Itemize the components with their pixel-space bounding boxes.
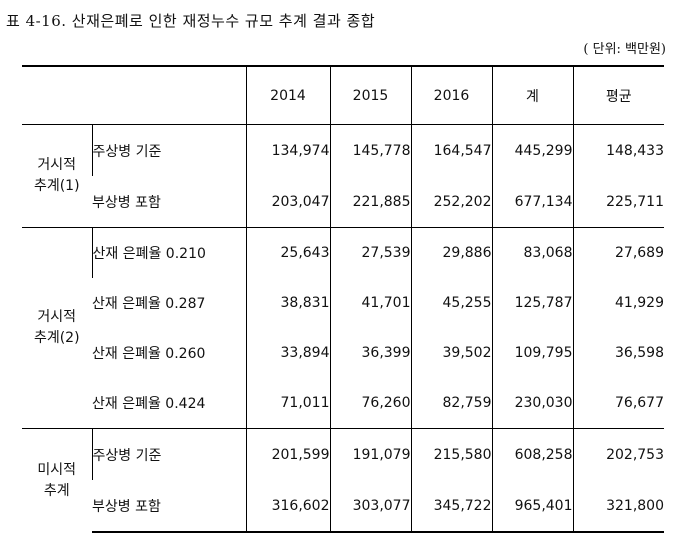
row-label: 부상병 포함 bbox=[92, 480, 246, 533]
row-label: 주상병 기준 bbox=[91, 124, 246, 176]
group-label-macro-1: 거시적 추계(1) bbox=[22, 124, 92, 228]
cell-2016: 215,580 bbox=[410, 428, 492, 480]
table-row: 거시적 추계(1) 주상병 기준 134,974 145,778 164,547… bbox=[22, 124, 664, 228]
cell-total: 83,068 bbox=[491, 227, 573, 278]
row-label: 산재 은폐율 0.287 bbox=[92, 296, 206, 312]
table-row: 부상병 포함 316,602 303,077 345,722 965,401 3… bbox=[22, 480, 664, 533]
cell-2014: 316,602 bbox=[245, 480, 330, 533]
header-cell-2015: 2015 bbox=[329, 66, 411, 125]
table-row: 부상병 포함 203,047 221,885 252,202 677,134 2… bbox=[22, 176, 664, 228]
cell-2014: 203,047 bbox=[245, 176, 330, 228]
row-label: 산재 은폐율 0.424 bbox=[92, 396, 206, 412]
cell-average: 225,711 bbox=[572, 176, 664, 228]
cell-2015: 76,260 bbox=[329, 378, 411, 429]
cell-2015: 145,778 bbox=[329, 124, 411, 176]
header-cell-total: 계 bbox=[491, 66, 573, 125]
group-label-macro-2: 거시적 추계(2) bbox=[22, 227, 92, 429]
cell-2016: 252,202 bbox=[410, 176, 492, 228]
cell-2016: 39,502 bbox=[410, 328, 492, 378]
cell-total: 230,030 bbox=[491, 378, 573, 429]
cell-total: 445,299 bbox=[491, 124, 573, 176]
cell-2014: 38,831 bbox=[245, 278, 330, 328]
cell-average: 27,689 bbox=[572, 227, 664, 278]
table-row: 산재 은폐율 0.287 38,831 41,701 45,255 125,78… bbox=[22, 278, 664, 328]
row-label: 산재 은폐율 0.210 bbox=[91, 227, 246, 278]
table-row: 거시적 추계(2) 산재 은폐율 0.210 25,643 27,539 29,… bbox=[22, 227, 664, 429]
row-label: 부상병 포함 bbox=[92, 194, 161, 211]
cell-2015: 221,885 bbox=[329, 176, 411, 228]
cell-total: 965,401 bbox=[491, 480, 573, 533]
row-label: 주상병 기준 bbox=[91, 428, 246, 480]
cell-average: 148,433 bbox=[572, 124, 664, 176]
cell-2016: 45,255 bbox=[410, 278, 492, 328]
header-row: 2014 2015 2016 계 평균 bbox=[22, 66, 664, 125]
cell-2014: 33,894 bbox=[245, 328, 330, 378]
cell-total: 677,134 bbox=[491, 176, 573, 228]
cell-total: 109,795 bbox=[491, 328, 573, 378]
unit-note: ( 단위: 백만원) bbox=[583, 42, 666, 57]
cell-2015: 41,701 bbox=[329, 278, 411, 328]
cell-average: 321,800 bbox=[572, 480, 664, 533]
header-cell-average: 평균 bbox=[572, 66, 664, 125]
table-row: 산재 은폐율 0.424 71,011 76,260 82,759 230,03… bbox=[22, 378, 664, 429]
table-row: 산재 은폐율 0.260 33,894 36,399 39,502 109,79… bbox=[22, 328, 664, 378]
cell-total: 608,258 bbox=[491, 428, 573, 480]
cell-average: 41,929 bbox=[572, 278, 664, 328]
cell-2014: 134,974 bbox=[245, 124, 330, 176]
cell-average: 202,753 bbox=[572, 428, 664, 480]
cell-2016: 29,886 bbox=[410, 227, 492, 278]
group-label-micro: 미시적 추계 bbox=[22, 428, 92, 532]
table-row: 미시적 추계 주상병 기준 201,599 191,079 215,580 60… bbox=[22, 428, 664, 532]
cell-total: 125,787 bbox=[491, 278, 573, 328]
header-blank-cell bbox=[22, 66, 246, 125]
cell-2016: 345,722 bbox=[410, 480, 492, 533]
cell-average: 36,598 bbox=[572, 328, 664, 378]
header-cell-2016: 2016 bbox=[410, 66, 492, 125]
cell-average: 76,677 bbox=[572, 378, 664, 429]
cell-2014: 25,643 bbox=[245, 227, 330, 278]
cell-2015: 36,399 bbox=[329, 328, 411, 378]
table-caption: 표 4-16. 산재은폐로 인한 재정누수 규모 추계 결과 종합 bbox=[6, 12, 376, 30]
cell-2016: 82,759 bbox=[410, 378, 492, 429]
cell-2015: 303,077 bbox=[329, 480, 411, 533]
cell-2015: 27,539 bbox=[329, 227, 411, 278]
header-cell-2014: 2014 bbox=[245, 66, 330, 125]
row-label: 산재 은폐율 0.260 bbox=[92, 346, 206, 362]
cell-2015: 191,079 bbox=[329, 428, 411, 480]
cell-2016: 164,547 bbox=[410, 124, 492, 176]
cell-2014: 71,011 bbox=[245, 378, 330, 429]
summary-table: 2014 2015 2016 계 평균 거시적 추계(1) 주상병 기준 134… bbox=[22, 65, 664, 533]
cell-2014: 201,599 bbox=[245, 428, 330, 480]
